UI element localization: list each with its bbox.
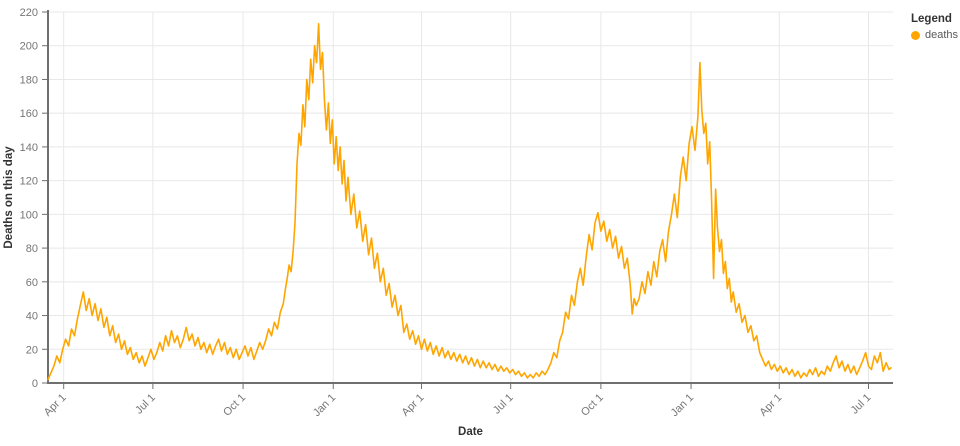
x-tick-label: Jul 1 xyxy=(491,392,516,417)
legend-title: Legend xyxy=(911,13,952,25)
y-tick-label: 200 xyxy=(20,41,38,53)
legend-swatch-deaths-icon xyxy=(911,30,920,40)
y-tick-label: 220 xyxy=(20,7,38,19)
y-axis-title: Deaths on this day xyxy=(3,146,15,249)
x-tick-label: Apr 1 xyxy=(757,392,784,419)
y-tick-label: 140 xyxy=(20,142,38,154)
legend-item-deaths[interactable]: deaths xyxy=(911,29,959,41)
y-tick-label: 60 xyxy=(26,277,38,289)
y-tick-label: 100 xyxy=(20,209,38,221)
x-tick-label: Jan 1 xyxy=(669,392,697,420)
y-tick-label: 120 xyxy=(20,176,38,188)
x-tick-label: Jul 1 xyxy=(849,392,874,417)
x-tick-label: Jul 1 xyxy=(133,392,158,417)
series-line-deaths xyxy=(47,22,892,381)
y-tick-label: 160 xyxy=(20,108,38,120)
y-tick-label: 80 xyxy=(26,243,38,255)
x-tick-label: Jan 1 xyxy=(311,392,339,420)
x-tick-label: Apr 1 xyxy=(400,392,427,419)
y-tick-label: 0 xyxy=(32,378,38,390)
y-tick-label: 20 xyxy=(26,344,38,356)
y-tick-label: 40 xyxy=(26,311,38,323)
x-tick-label: Oct 1 xyxy=(579,392,606,419)
x-tick-label: Apr 1 xyxy=(42,392,69,419)
x-tick-label: Oct 1 xyxy=(221,392,248,419)
legend-label-deaths: deaths xyxy=(925,29,959,41)
x-axis-title: Date xyxy=(458,426,483,438)
y-tick-label: 180 xyxy=(20,74,38,86)
legend: Legend deaths xyxy=(911,13,959,41)
